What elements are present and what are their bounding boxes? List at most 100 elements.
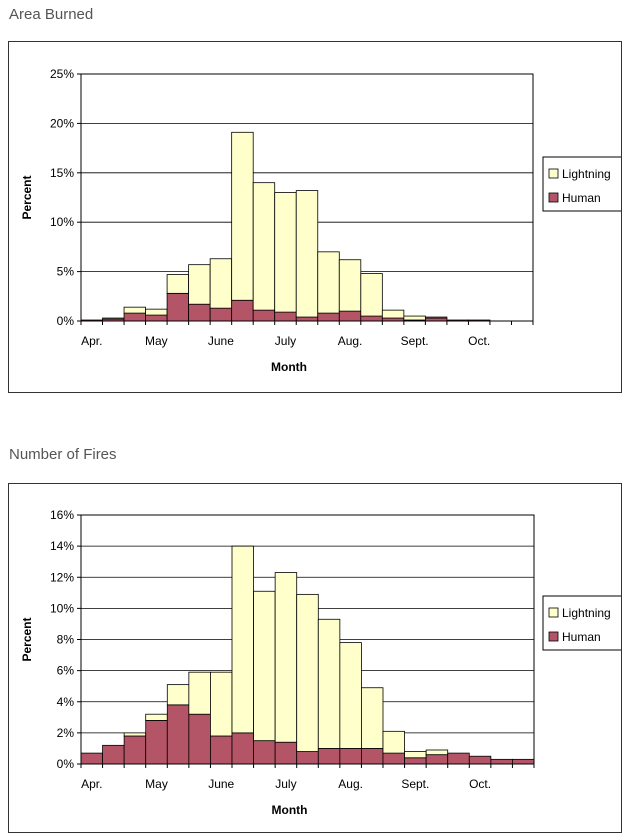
bar-lightning [317, 251, 340, 314]
legend-label-human: Human [562, 191, 601, 205]
legend-label-human: Human [562, 630, 601, 644]
bar-human [80, 752, 103, 765]
bar-human [123, 312, 146, 322]
x-tick-label: Oct. [469, 777, 491, 791]
bar-lightning [253, 590, 276, 742]
y-tick-label: 16% [50, 508, 74, 522]
bar-human [425, 754, 449, 765]
bar-lightning [404, 751, 427, 759]
x-tick-label: Sept. [401, 334, 429, 348]
bar-lightning [252, 182, 276, 311]
bar-human [253, 740, 276, 765]
y-tick-label: 0% [57, 757, 75, 771]
bar-lightning [209, 258, 233, 309]
bar-human [274, 741, 298, 765]
y-axis-label: Percent [20, 175, 34, 219]
bar-lightning [231, 545, 254, 734]
bar-human [317, 748, 341, 765]
area-burned-svg: 0% 5% 10% 15% 20% 25% Apr. May June July Aug. Sept.… [20, 67, 622, 374]
bar-human [361, 748, 384, 765]
x-axis-label: Month [271, 360, 307, 374]
bar-lightning [338, 259, 362, 312]
legend: Lightning Human [542, 156, 622, 212]
legend-swatch-human [548, 631, 559, 642]
x-tick-label: July [275, 777, 296, 791]
bar-lightning [102, 317, 125, 320]
bar-lightning [123, 306, 146, 314]
y-tick-label: 4% [57, 695, 75, 709]
x-tick-label: May [145, 334, 168, 348]
bar-lightning [382, 730, 405, 754]
bar-human [231, 732, 254, 765]
bar-human [145, 314, 168, 322]
bar-human [231, 299, 254, 322]
y-tick-label: 15% [50, 166, 74, 180]
bar-human [102, 744, 125, 765]
y-tick-label: 5% [57, 265, 75, 279]
bar-human [317, 312, 340, 322]
y-axis-label: Percent [20, 617, 34, 661]
x-tick-label: May [145, 777, 168, 791]
x-tick-label: Aug. [338, 334, 363, 348]
x-tick-label: Aug. [338, 777, 363, 791]
number-of-fires-svg: 0% 2% 4% 6% 8% 10% 12% 14% 16% Apr. May June July Aug… [20, 508, 622, 817]
x-tick-label: Sept. [401, 777, 429, 791]
x-axis-label: Month [272, 803, 308, 817]
x-tick-label: June [208, 777, 234, 791]
bar-lightning [166, 274, 190, 294]
bar-lightning [339, 642, 362, 749]
bar-lightning [274, 572, 298, 743]
area-burned-chart: 0% 5% 10% 15% 20% 25% Apr. May June July Aug. Sept.… [8, 41, 622, 393]
bar-lightning [274, 192, 297, 313]
bar-lightning [145, 713, 168, 721]
bar-human [490, 758, 513, 765]
legend-label-lightning: Lightning [562, 606, 611, 620]
bar-human [166, 292, 190, 322]
bar-human [123, 735, 147, 765]
x-tick-label: June [208, 334, 234, 348]
bar-lightning [360, 273, 383, 317]
bar-human [468, 755, 492, 765]
bar-human [295, 316, 319, 322]
y-tick-label: 12% [50, 570, 74, 584]
bar-lightning [317, 618, 341, 749]
y-tick-label: 0% [57, 314, 75, 328]
y-tick-label: 8% [57, 633, 75, 647]
y-tick-label: 2% [57, 726, 75, 740]
bar-human [382, 752, 405, 765]
bar-human [145, 720, 168, 765]
bar-lightning [361, 687, 384, 749]
legend: Lightning Human [542, 595, 622, 651]
bar-lightning [424, 316, 448, 319]
legend-swatch-lightning [548, 168, 559, 179]
legend-swatch-lightning [548, 607, 559, 618]
y-tick-label: 20% [50, 116, 74, 130]
bar-human [209, 307, 233, 322]
bar-lightning [123, 732, 147, 737]
bar-human [296, 751, 319, 765]
bar-human [447, 752, 470, 765]
bar-human [338, 310, 362, 322]
bar-human [404, 757, 427, 765]
bar-human [360, 315, 383, 322]
bar-lightning [188, 264, 211, 305]
bar-human [274, 311, 297, 322]
bar-human [512, 758, 535, 765]
bar-lightning [295, 190, 319, 318]
x-tick-label: Apr. [81, 777, 102, 791]
y-tick-label: 10% [50, 215, 74, 229]
bar-human [188, 303, 211, 322]
bar-human [188, 713, 211, 765]
x-tick-label: Oct. [468, 334, 490, 348]
bar-lightning [210, 671, 233, 737]
bar-human [252, 309, 276, 322]
bar-lightning [425, 749, 449, 756]
bar-lightning [231, 131, 254, 301]
bar-human [210, 735, 233, 765]
x-tick-label: July [275, 334, 296, 348]
bar-lightning [381, 309, 405, 319]
number-of-fires-title: Number of Fires [9, 446, 117, 463]
bar-human [166, 704, 190, 765]
x-tick-label: Apr. [81, 334, 102, 348]
bar-lightning [145, 308, 168, 316]
